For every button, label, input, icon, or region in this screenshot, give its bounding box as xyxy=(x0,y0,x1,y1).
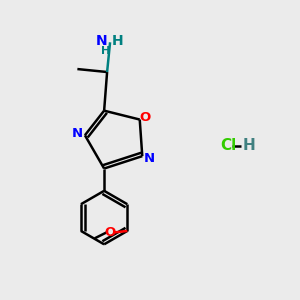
Text: O: O xyxy=(140,111,151,124)
Text: N: N xyxy=(71,127,82,140)
Text: H: H xyxy=(112,34,123,48)
Text: H: H xyxy=(243,138,256,153)
Text: H: H xyxy=(101,46,110,56)
Text: N: N xyxy=(95,34,107,48)
Text: O: O xyxy=(104,226,116,239)
Text: Cl: Cl xyxy=(220,138,236,153)
Text: N: N xyxy=(144,152,155,165)
